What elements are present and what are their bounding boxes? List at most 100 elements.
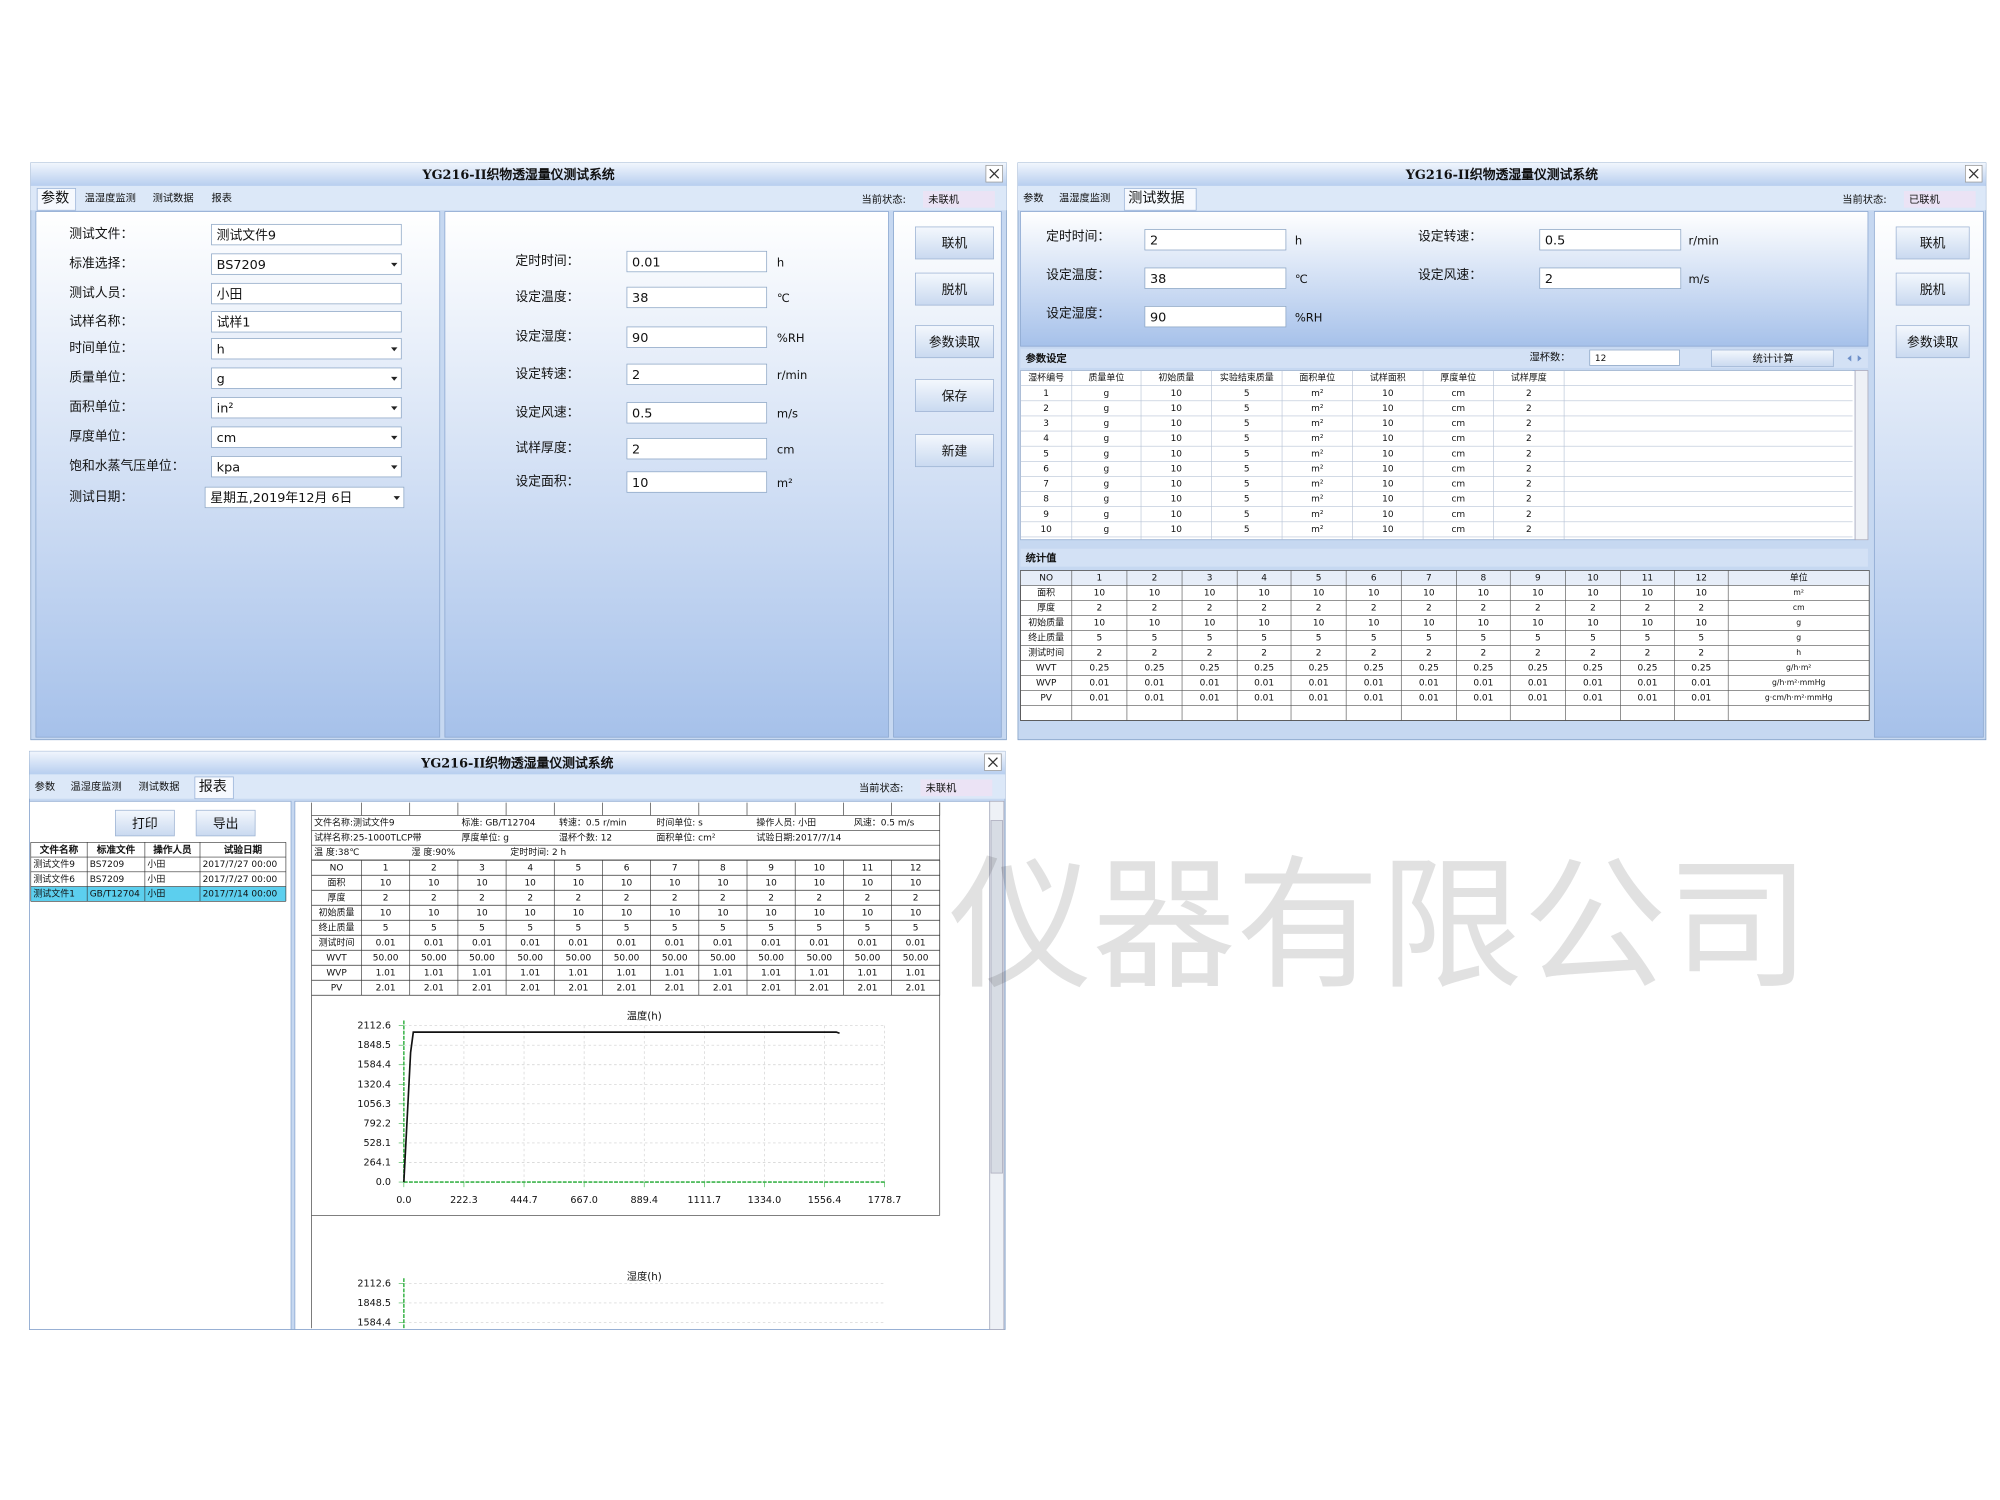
input-box[interactable]: [211, 456, 402, 478]
table-cell: 0.01: [1309, 679, 1329, 689]
selected-row[interactable]: [30, 886, 286, 902]
y-tick-label: 0.0: [376, 1177, 391, 1188]
table-cell: 10: [1478, 619, 1490, 629]
input-box[interactable]: [626, 402, 768, 424]
button[interactable]: [1711, 349, 1834, 368]
button[interactable]: [1895, 325, 1970, 359]
button[interactable]: [915, 434, 994, 468]
input-box[interactable]: [211, 397, 402, 419]
table-cell: 10: [1382, 434, 1394, 444]
table-cell: 10: [1149, 589, 1161, 599]
table-cell: 0.01: [1583, 679, 1603, 689]
active-tab[interactable]: [1123, 188, 1197, 211]
table-cell: cm: [1451, 510, 1465, 520]
table-cell: 2.01: [376, 983, 396, 993]
input-box[interactable]: [626, 438, 768, 460]
table-cell: 0.01: [761, 938, 781, 948]
table-cell: m²: [1793, 588, 1804, 597]
setting-unit: %RH: [777, 331, 805, 345]
table-cell: 0.01: [376, 938, 396, 948]
table-cell: 0.01: [1528, 694, 1548, 704]
input-box[interactable]: [626, 471, 768, 493]
table-cell: g: [1104, 419, 1110, 429]
dropdown-arrow: [391, 347, 398, 352]
tab-label: 参数: [35, 780, 56, 793]
input-box[interactable]: [626, 326, 768, 348]
button[interactable]: [915, 272, 994, 306]
table-cell: WVT: [326, 953, 347, 963]
table-cell: 5: [1244, 419, 1250, 429]
input-box[interactable]: [204, 486, 405, 509]
table-cell: 0.01: [1528, 679, 1548, 689]
active-tab[interactable]: [36, 188, 77, 211]
input-box[interactable]: [1144, 267, 1287, 289]
column-header: 标准文件: [96, 844, 136, 856]
field-label: 时间单位：: [69, 341, 133, 356]
input-box[interactable]: [211, 253, 402, 275]
input-box[interactable]: [211, 338, 402, 360]
scroll-thumb[interactable]: [990, 820, 1003, 1174]
input-box[interactable]: [211, 282, 402, 305]
input-box[interactable]: [211, 223, 402, 246]
table-cell: cm: [1793, 603, 1805, 612]
button[interactable]: [195, 809, 256, 837]
table-cell: 2: [1316, 604, 1322, 614]
data-line: [403, 1031, 840, 1183]
input-box[interactable]: [1539, 267, 1682, 289]
table-cell: 10: [1313, 619, 1325, 629]
x-tick-label: 222.3: [450, 1195, 478, 1206]
table-cell: 测试时间: [319, 936, 355, 948]
table-cell: 0.25: [1419, 664, 1439, 674]
input-box[interactable]: [211, 426, 402, 448]
input-box[interactable]: [1144, 229, 1287, 251]
table-cell: 5: [672, 923, 678, 933]
scroll-arrow[interactable]: [1847, 355, 1852, 362]
table-cell: 0.25: [1364, 664, 1384, 674]
table-cell: 10: [1587, 619, 1599, 629]
input-box[interactable]: [626, 286, 768, 309]
button[interactable]: [1895, 272, 1970, 306]
input-box[interactable]: [1144, 306, 1287, 328]
table-cell: cm: [1451, 525, 1465, 535]
column-header: 12: [1696, 574, 1707, 584]
table-cell: 0.25: [1254, 664, 1274, 674]
table-cell: 0.01: [1583, 694, 1603, 704]
setting-unit: m/s: [1688, 272, 1709, 286]
table-cell: cm: [1451, 389, 1465, 399]
table-cell: 10: [814, 878, 826, 888]
tab-label: 参数: [1023, 192, 1044, 205]
table-cell: 2: [1526, 404, 1532, 414]
table-cell: 5: [1261, 634, 1267, 644]
input-box[interactable]: [211, 311, 402, 333]
table-cell: 测试文件6: [33, 873, 75, 885]
input-box[interactable]: [626, 363, 768, 385]
input-box[interactable]: [211, 367, 402, 389]
button[interactable]: [115, 809, 175, 837]
button[interactable]: [915, 325, 994, 359]
button[interactable]: [1895, 226, 1970, 260]
table-cell: 10: [1382, 449, 1394, 459]
x-tick-label: 1111.7: [688, 1195, 722, 1206]
info-text: 试样名称:25-1000TLCP带: [314, 831, 422, 843]
table-cell: 5: [816, 923, 822, 933]
input-value: 2: [1150, 234, 1158, 249]
button[interactable]: [915, 226, 994, 260]
table-cell: 2: [1316, 649, 1322, 659]
input-value: 2: [1545, 272, 1553, 287]
table-cell: 1.01: [376, 968, 396, 978]
column-header: 面积单位: [1299, 372, 1335, 384]
scroll-arrow[interactable]: [1857, 355, 1862, 362]
table-cell: 10: [621, 908, 633, 918]
button-label: 统计计算: [1753, 352, 1794, 365]
x-tick-label: 667.0: [570, 1195, 598, 1206]
input-box[interactable]: [1589, 349, 1680, 366]
button[interactable]: [915, 379, 994, 412]
table-cell: 1.01: [906, 968, 926, 978]
table-cell: 测试文件9: [33, 858, 75, 870]
active-tab[interactable]: [194, 776, 234, 800]
input-box[interactable]: [626, 250, 768, 273]
status-label: 当前状态:: [1842, 193, 1886, 206]
input-box[interactable]: [1539, 229, 1682, 251]
